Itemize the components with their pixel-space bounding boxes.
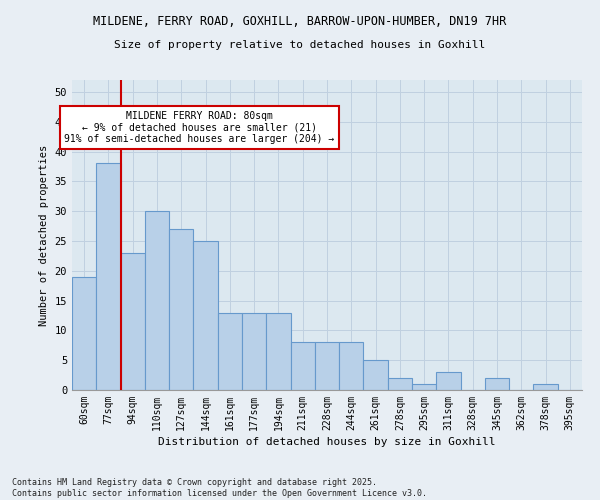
Bar bbox=[364, 360, 388, 390]
Bar bbox=[169, 229, 193, 390]
Bar bbox=[388, 378, 412, 390]
Bar bbox=[290, 342, 315, 390]
Text: MILDENE, FERRY ROAD, GOXHILL, BARROW-UPON-HUMBER, DN19 7HR: MILDENE, FERRY ROAD, GOXHILL, BARROW-UPO… bbox=[94, 15, 506, 28]
Bar bbox=[315, 342, 339, 390]
Y-axis label: Number of detached properties: Number of detached properties bbox=[39, 144, 49, 326]
Text: Size of property relative to detached houses in Goxhill: Size of property relative to detached ho… bbox=[115, 40, 485, 50]
Text: Contains HM Land Registry data © Crown copyright and database right 2025.
Contai: Contains HM Land Registry data © Crown c… bbox=[12, 478, 427, 498]
X-axis label: Distribution of detached houses by size in Goxhill: Distribution of detached houses by size … bbox=[158, 437, 496, 447]
Bar bbox=[218, 312, 242, 390]
Bar bbox=[412, 384, 436, 390]
Bar bbox=[72, 276, 96, 390]
Bar bbox=[339, 342, 364, 390]
Bar bbox=[121, 253, 145, 390]
Bar bbox=[485, 378, 509, 390]
Bar bbox=[96, 164, 121, 390]
Bar bbox=[193, 241, 218, 390]
Bar bbox=[436, 372, 461, 390]
Bar bbox=[533, 384, 558, 390]
Bar bbox=[266, 312, 290, 390]
Text: MILDENE FERRY ROAD: 80sqm
← 9% of detached houses are smaller (21)
91% of semi-d: MILDENE FERRY ROAD: 80sqm ← 9% of detach… bbox=[64, 111, 335, 144]
Bar bbox=[145, 211, 169, 390]
Bar bbox=[242, 312, 266, 390]
